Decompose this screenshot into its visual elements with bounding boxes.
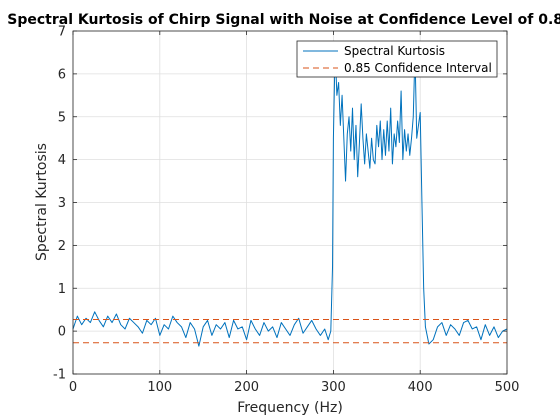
legend-label-spectral-kurtosis: Spectral Kurtosis <box>344 44 445 58</box>
axes <box>72 30 508 375</box>
x-tick-label: 300 <box>321 380 346 395</box>
y-tick-label: 2 <box>58 239 66 254</box>
legend-box <box>296 40 498 78</box>
spectral-kurtosis-line <box>72 47 508 347</box>
y-tick-label: 0 <box>58 325 66 340</box>
x-tick-label: 200 <box>234 380 259 395</box>
series-layer <box>72 47 508 347</box>
x-tick-label: 100 <box>147 380 172 395</box>
y-tick-label: 1 <box>58 282 66 297</box>
x-axis-label: Frequency (Hz) <box>237 400 343 416</box>
y-tick-label: 4 <box>58 153 66 168</box>
y-tick-label: -1 <box>53 368 66 383</box>
y-tick-label: 7 <box>58 25 66 40</box>
y-axis-label: Spectral Kurtosis <box>34 143 50 261</box>
legend: Spectral Kurtosis 0.85 Confidence Interv… <box>296 40 498 78</box>
x-tick-label: 500 <box>495 380 520 395</box>
legend-label-confidence-interval: 0.85 Confidence Interval <box>344 61 492 75</box>
y-tick-label: 6 <box>58 67 66 82</box>
y-tick-label: 3 <box>58 196 66 211</box>
x-tick-label: 400 <box>408 380 433 395</box>
y-tick-label: 5 <box>58 110 66 125</box>
x-tick-label: 0 <box>69 380 77 395</box>
chart-title: Spectral Kurtosis of Chirp Signal with N… <box>7 12 560 28</box>
